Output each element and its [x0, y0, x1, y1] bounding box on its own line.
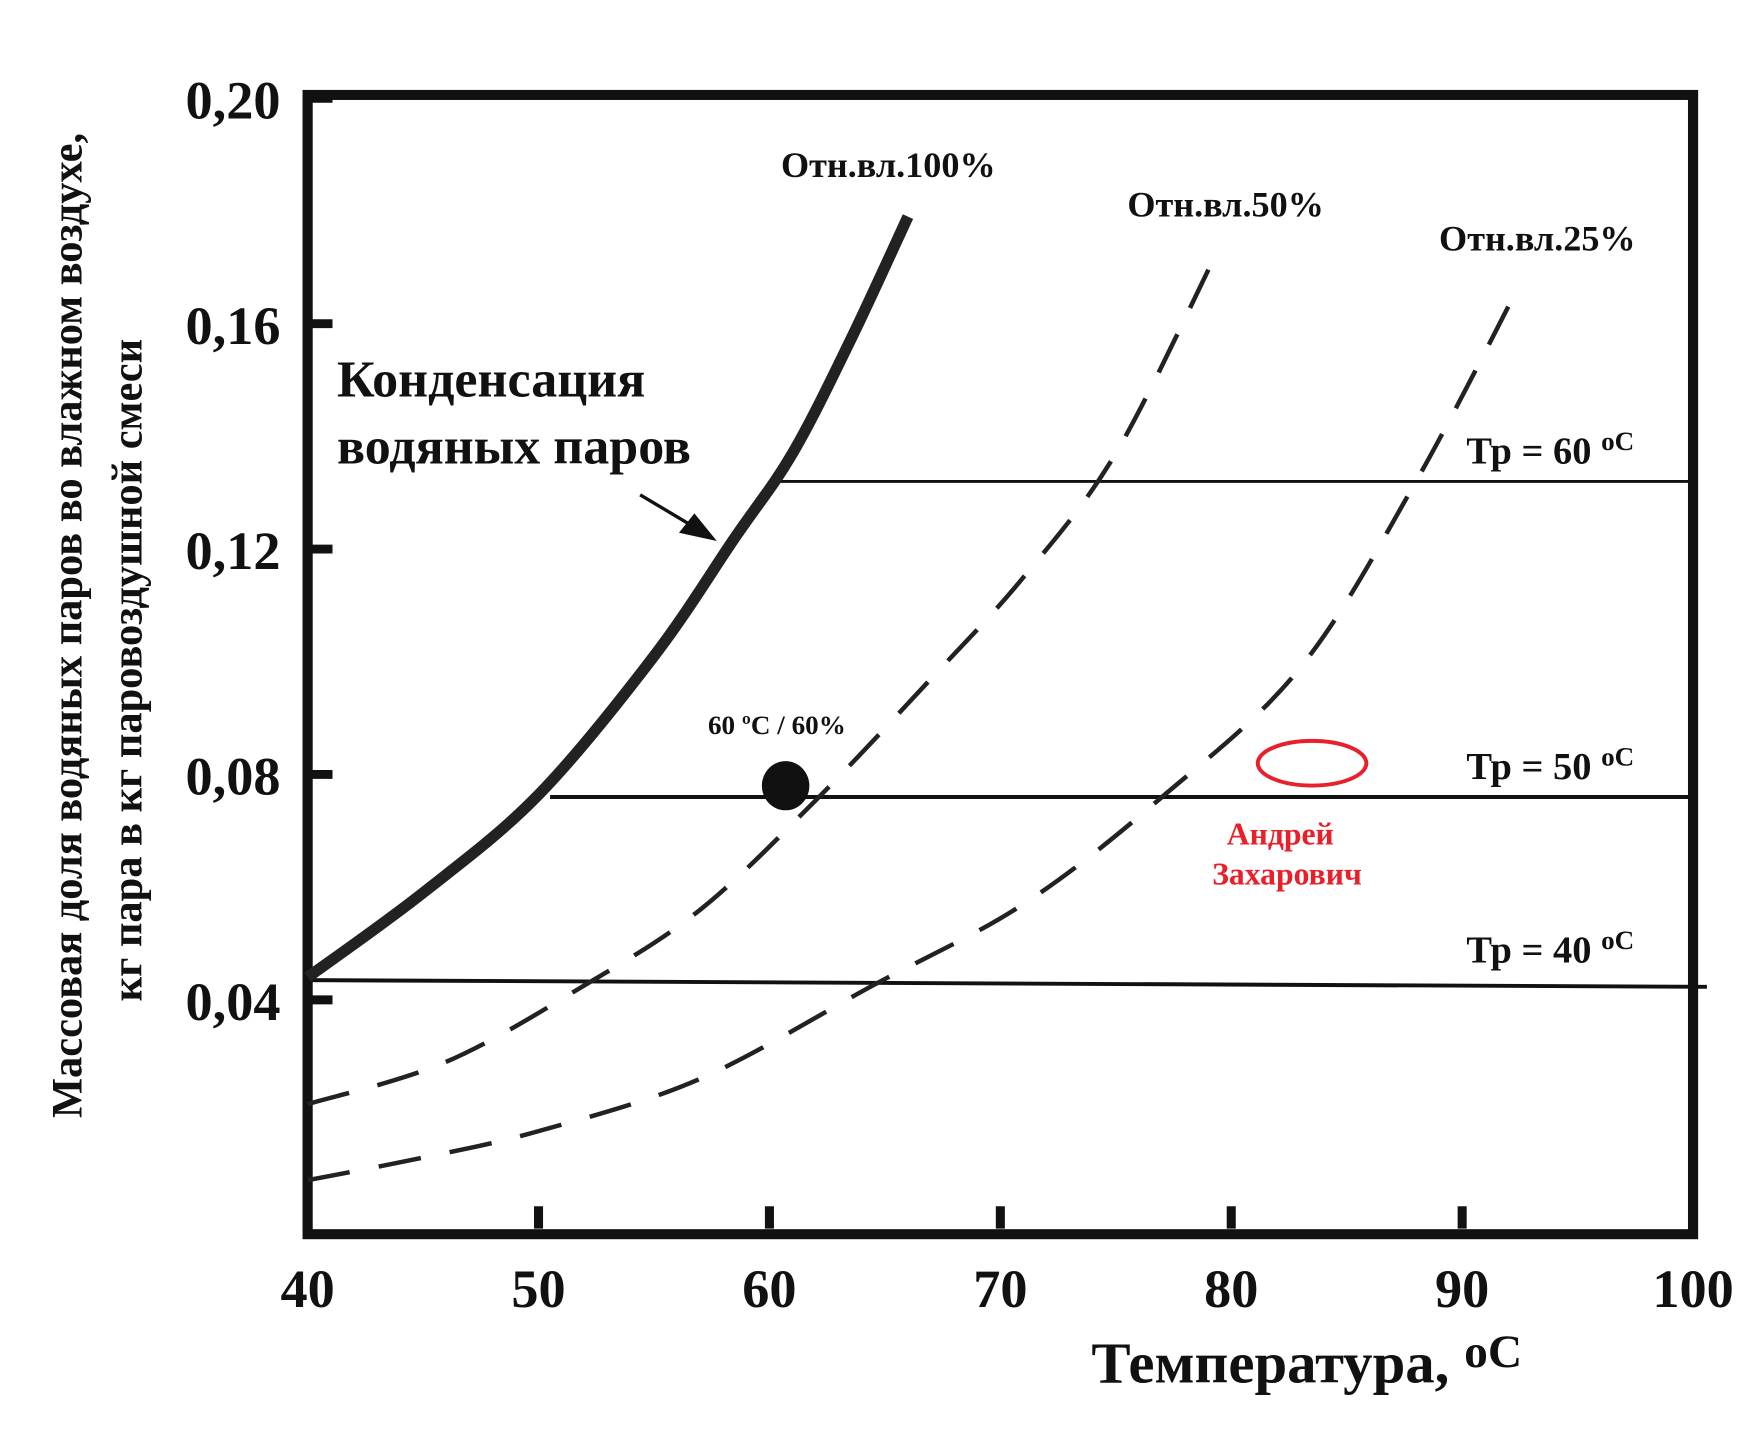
x-tick-label: 100: [1652, 1259, 1733, 1319]
y-tick-label: 0,04: [186, 972, 281, 1032]
state-point-marker: [761, 761, 810, 811]
y-axis-label-line1: Массовая доля водяных паров во влажном в…: [44, 133, 91, 1118]
curve-rh-25: [307, 283, 1522, 1183]
dew-point-label: Тр = 40 oC: [1466, 925, 1634, 971]
author-ellipse-marker: [1255, 738, 1369, 788]
x-tick-label: 50: [511, 1259, 565, 1319]
y-tick-label: 0,16: [186, 296, 281, 356]
curve-label: Отн.вл.25%: [1439, 219, 1636, 259]
curve-label: Отн.вл.100%: [781, 145, 996, 185]
author-label-line1: Андрей: [1227, 817, 1334, 852]
curve-label: Отн.вл.50%: [1127, 185, 1324, 225]
x-tick-label: 80: [1204, 1259, 1258, 1319]
author-label-line2: Захарович: [1212, 857, 1362, 892]
point-label: 60 ºC / 60%: [708, 710, 846, 740]
x-axis-unit: oC: [1464, 1326, 1522, 1378]
x-tick-label: 60: [742, 1259, 796, 1319]
y-tick-label: 0,12: [186, 521, 281, 581]
condensation-label-line1: Конденсация: [337, 352, 645, 409]
x-tick-label: 70: [973, 1259, 1027, 1319]
x-tick-label: 90: [1435, 1259, 1489, 1319]
y-axis-label-line2: кг пара в кг паровоздушной смеси: [104, 339, 151, 1001]
condensation-arrow: [639, 493, 717, 542]
dew-point-line: [307, 978, 1707, 989]
plot-frame: [302, 89, 1699, 1240]
curve-rh-50: [306, 255, 1218, 1107]
curve-rh-100: [304, 214, 914, 982]
y-tick-label: 0,20: [186, 71, 281, 131]
dew-point-label: Тр = 60 oC: [1466, 426, 1634, 472]
y-tick-label: 0,08: [186, 747, 281, 807]
x-tick-label: 40: [280, 1259, 334, 1319]
dew-point-label: Тр = 50 oC: [1466, 742, 1634, 788]
x-axis-label: Температура, oC: [1091, 1326, 1522, 1395]
condensation-label-line2: водяных паров: [337, 419, 691, 476]
